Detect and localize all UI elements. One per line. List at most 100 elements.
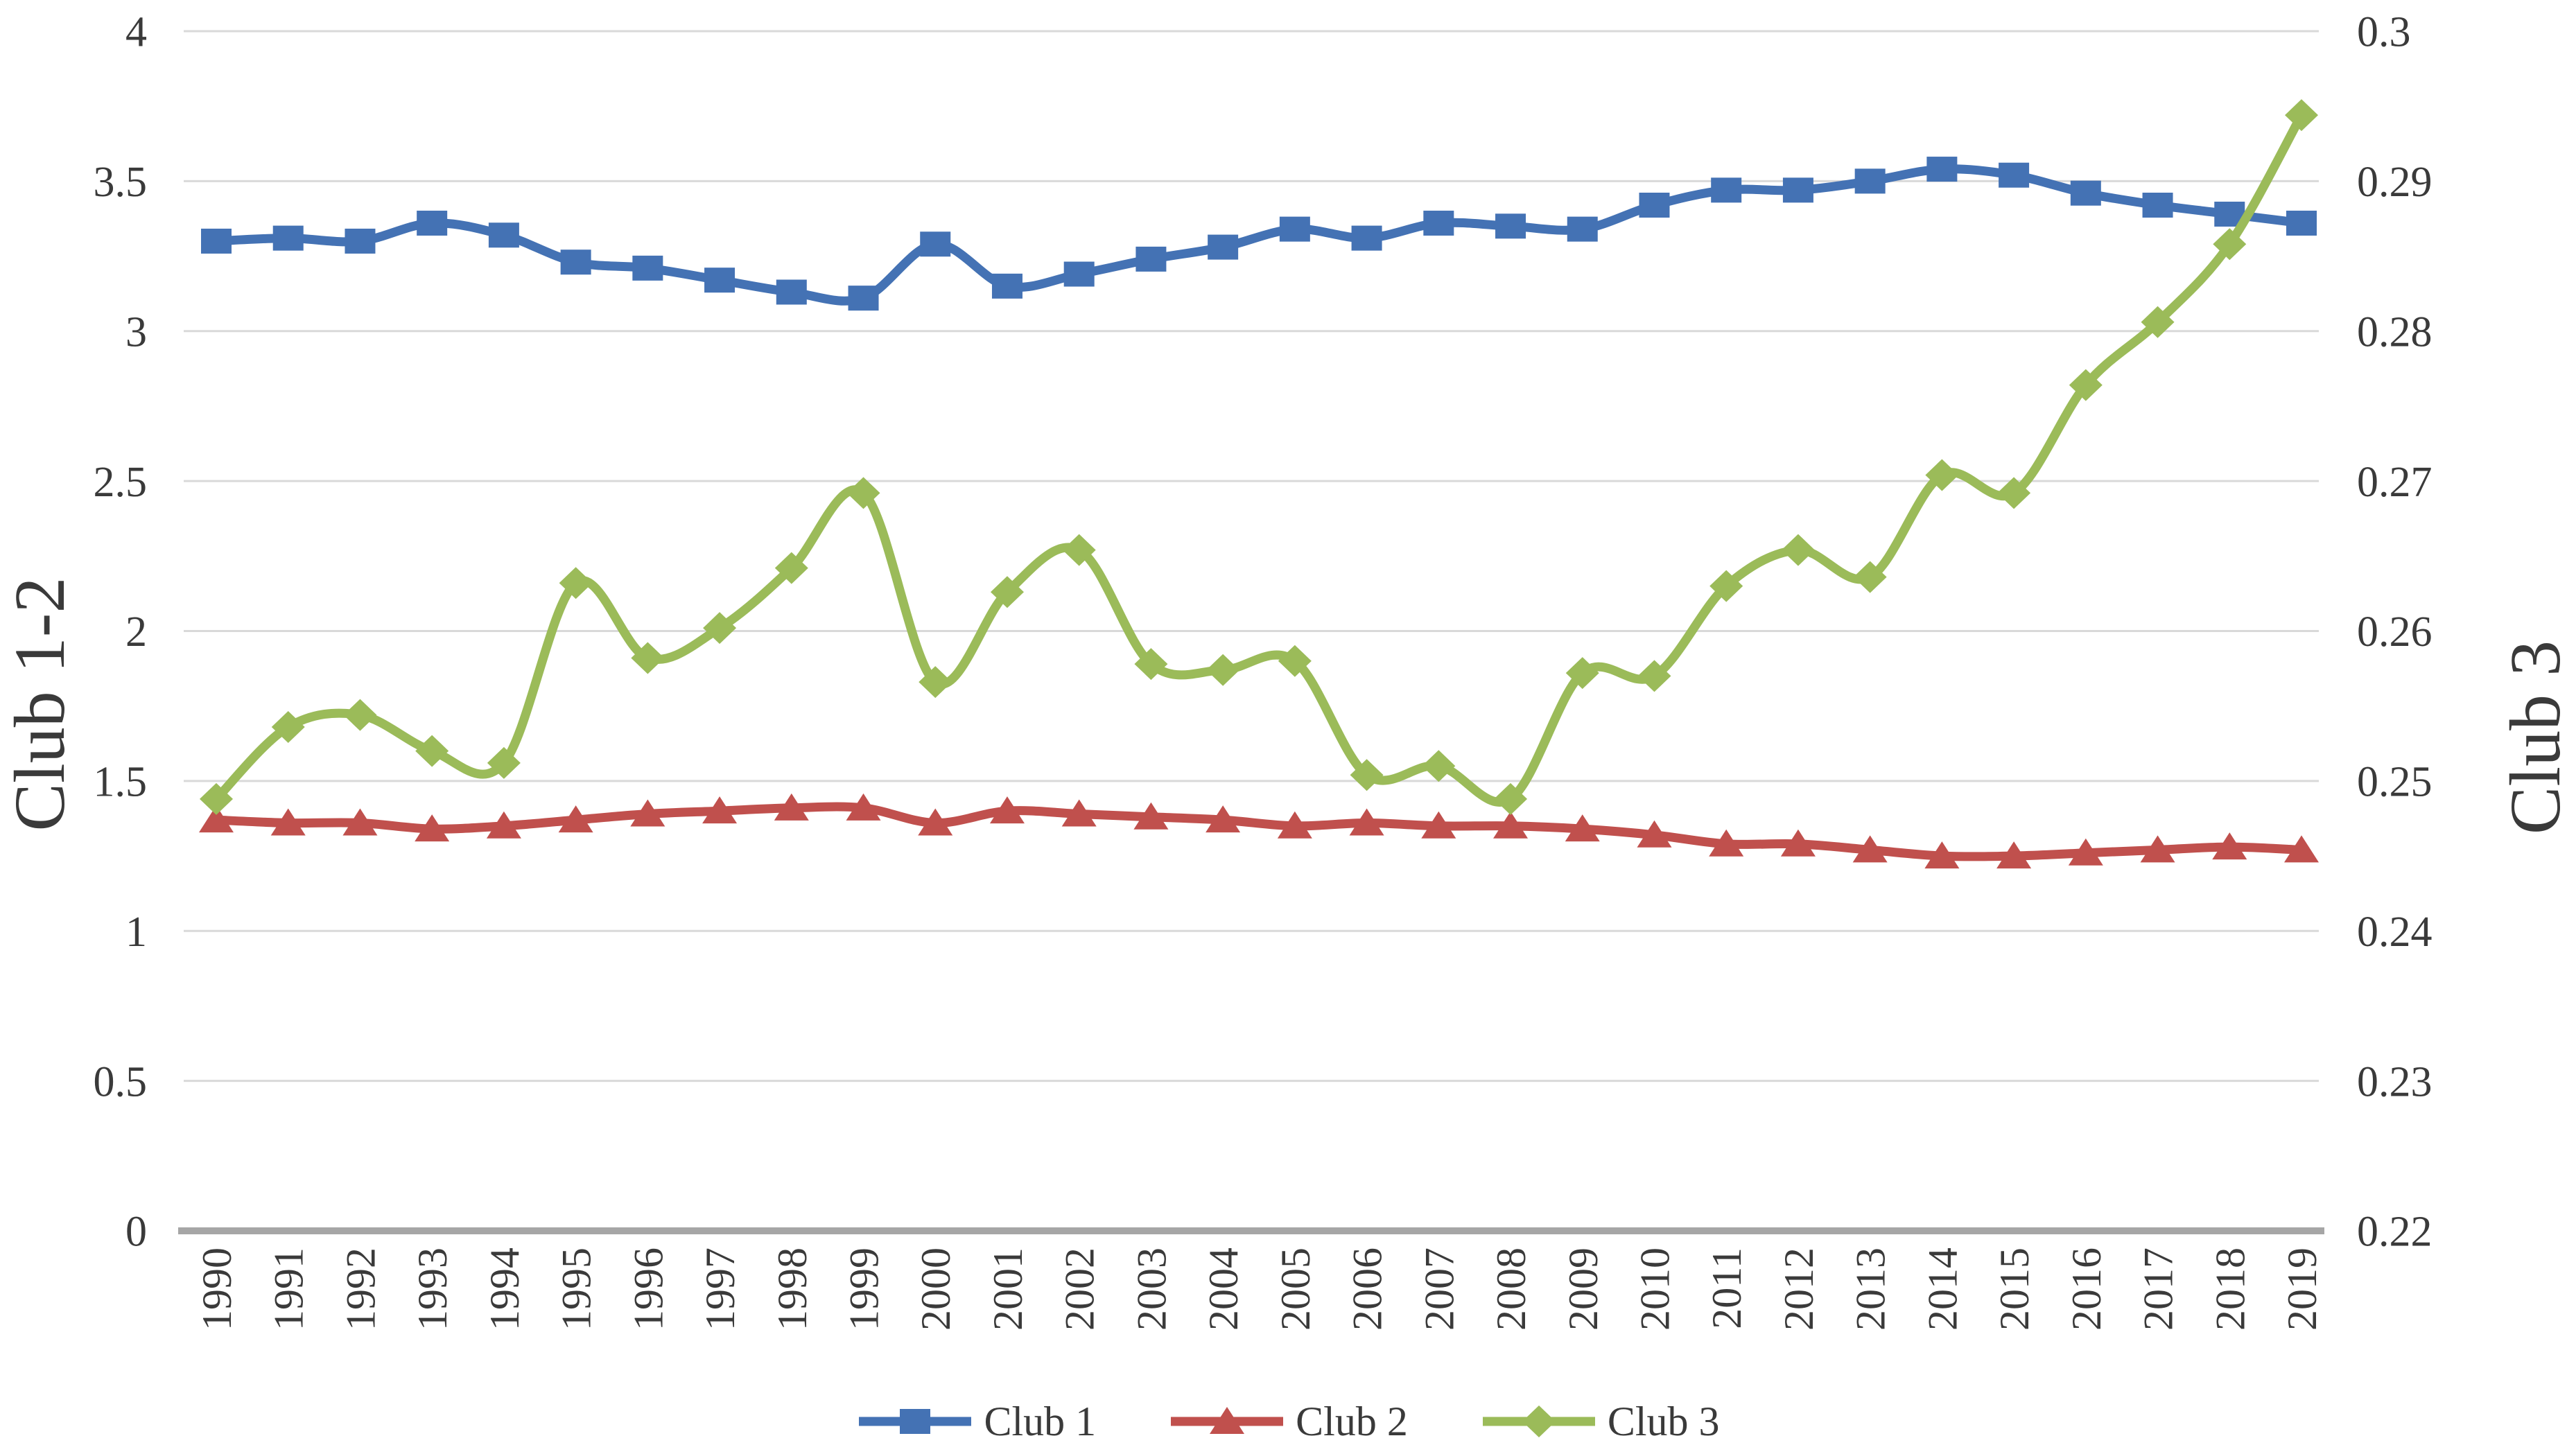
data-point bbox=[703, 612, 737, 645]
data-point bbox=[345, 228, 376, 254]
x-axis-tick: 1992 bbox=[338, 1247, 383, 1331]
legend-label: Club 1 bbox=[984, 1399, 1097, 1444]
gridlines bbox=[184, 30, 2319, 1083]
data-point bbox=[1852, 835, 1888, 863]
series-line bbox=[211, 110, 2306, 807]
data-point bbox=[270, 808, 306, 836]
left-axis-tick: 0 bbox=[125, 1209, 147, 1256]
right-axis-tick: 0.24 bbox=[2357, 909, 2433, 956]
right-axis-tick: 0.28 bbox=[2357, 308, 2433, 356]
legend-square-marker-icon bbox=[859, 1409, 972, 1434]
x-axis-tick: 2013 bbox=[1848, 1247, 1894, 1331]
right-axis-tick: 0.25 bbox=[2357, 759, 2433, 806]
right-axis-tick: 0.26 bbox=[2357, 608, 2433, 656]
data-point bbox=[776, 279, 807, 305]
data-point bbox=[1061, 799, 1097, 827]
data-point bbox=[1637, 820, 1672, 848]
data-point bbox=[774, 793, 809, 821]
left-axis-tick: 1 bbox=[125, 909, 147, 956]
legend-item-club-3: Club 3 bbox=[1480, 1401, 1720, 1442]
data-point bbox=[704, 268, 736, 293]
data-point bbox=[1781, 534, 1815, 566]
data-point bbox=[1494, 782, 1528, 815]
data-point bbox=[1062, 534, 1096, 566]
right-axis-tick: 0.27 bbox=[2357, 459, 2433, 506]
x-axis-tick: 2014 bbox=[1920, 1247, 1965, 1331]
data-point bbox=[1639, 192, 1670, 218]
left-axis-tick: 3.5 bbox=[94, 159, 148, 206]
data-point bbox=[1854, 168, 1886, 194]
data-point bbox=[774, 552, 808, 584]
data-point bbox=[1277, 811, 1312, 839]
data-point bbox=[1996, 841, 2032, 869]
data-point bbox=[2284, 835, 2319, 863]
data-point bbox=[1565, 657, 1599, 690]
left-axis-tick: 2.5 bbox=[94, 459, 148, 506]
x-axis-line bbox=[178, 1227, 2324, 1234]
data-point bbox=[342, 808, 378, 836]
data-point bbox=[200, 782, 233, 815]
x-axis-tick: 1991 bbox=[266, 1247, 312, 1331]
x-axis-tick: 2011 bbox=[1704, 1247, 1750, 1329]
data-point bbox=[1208, 234, 1239, 260]
data-point bbox=[2212, 832, 2247, 860]
right-axis-tick: 0.22 bbox=[2357, 1209, 2433, 1256]
x-axis-tick: 1998 bbox=[769, 1247, 815, 1331]
data-point bbox=[2213, 228, 2247, 261]
data-point bbox=[2286, 210, 2317, 236]
series-line bbox=[211, 164, 2306, 306]
data-point bbox=[1924, 841, 1960, 869]
series-line bbox=[211, 802, 2306, 861]
legend: Club 1 Club 2 Club 3 bbox=[0, 1389, 2576, 1454]
data-point bbox=[2141, 306, 2175, 338]
data-point bbox=[558, 805, 593, 833]
data-point bbox=[1925, 459, 1959, 491]
legend-triangle-marker-icon bbox=[1171, 1407, 1284, 1434]
data-point bbox=[990, 576, 1024, 608]
x-axis-tick: 2005 bbox=[1273, 1247, 1319, 1331]
x-axis-tick: 2016 bbox=[2064, 1247, 2109, 1331]
data-point bbox=[271, 710, 305, 743]
x-axis-tick: 1996 bbox=[625, 1247, 671, 1331]
left-axis-tick: 4 bbox=[125, 9, 147, 56]
data-point bbox=[1133, 802, 1169, 830]
data-point bbox=[1421, 811, 1456, 839]
data-point bbox=[1351, 225, 1382, 251]
left-axis-tick: 1.5 bbox=[94, 759, 148, 806]
x-axis-tick: 2001 bbox=[985, 1247, 1031, 1331]
data-point bbox=[2142, 192, 2173, 218]
data-point bbox=[2069, 369, 2103, 401]
legend-label: Club 3 bbox=[1607, 1399, 1720, 1444]
left-axis-tick: 2 bbox=[125, 608, 147, 656]
x-axis-tick: 1995 bbox=[554, 1247, 600, 1331]
x-axis-tick: 2002 bbox=[1057, 1247, 1103, 1331]
data-point bbox=[2068, 838, 2103, 866]
x-axis-tick: 1993 bbox=[410, 1247, 455, 1331]
x-axis-tick: 2012 bbox=[1776, 1247, 1822, 1331]
data-point bbox=[1853, 561, 1887, 593]
data-point bbox=[630, 799, 665, 827]
x-axis-tick: 2015 bbox=[1992, 1247, 2037, 1331]
right-axis-title: Club 3 bbox=[2496, 640, 2575, 835]
x-axis-tick: 2009 bbox=[1560, 1247, 1606, 1331]
data-point bbox=[272, 225, 304, 251]
data-point bbox=[1997, 477, 2031, 509]
data-point bbox=[201, 228, 232, 254]
data-point bbox=[1063, 261, 1095, 287]
data-point bbox=[1206, 805, 1241, 833]
data-point bbox=[1493, 811, 1529, 839]
x-axis-labels: 1990 1991 1992 1993 1994 1995 1996 1997 1998 1999… bbox=[194, 1247, 2325, 1331]
legend-diamond-marker-icon bbox=[1482, 1405, 1595, 1437]
x-axis-tick: 1990 bbox=[194, 1247, 240, 1331]
legend-label: Club 2 bbox=[1296, 1399, 1408, 1444]
x-axis-tick: 2003 bbox=[1129, 1247, 1174, 1331]
data-point bbox=[1350, 759, 1384, 791]
data-point bbox=[1780, 829, 1816, 857]
data-point bbox=[846, 477, 880, 509]
data-point bbox=[560, 249, 591, 275]
data-point bbox=[199, 805, 234, 833]
x-axis-tick: 1994 bbox=[482, 1247, 528, 1331]
data-point bbox=[343, 699, 377, 731]
